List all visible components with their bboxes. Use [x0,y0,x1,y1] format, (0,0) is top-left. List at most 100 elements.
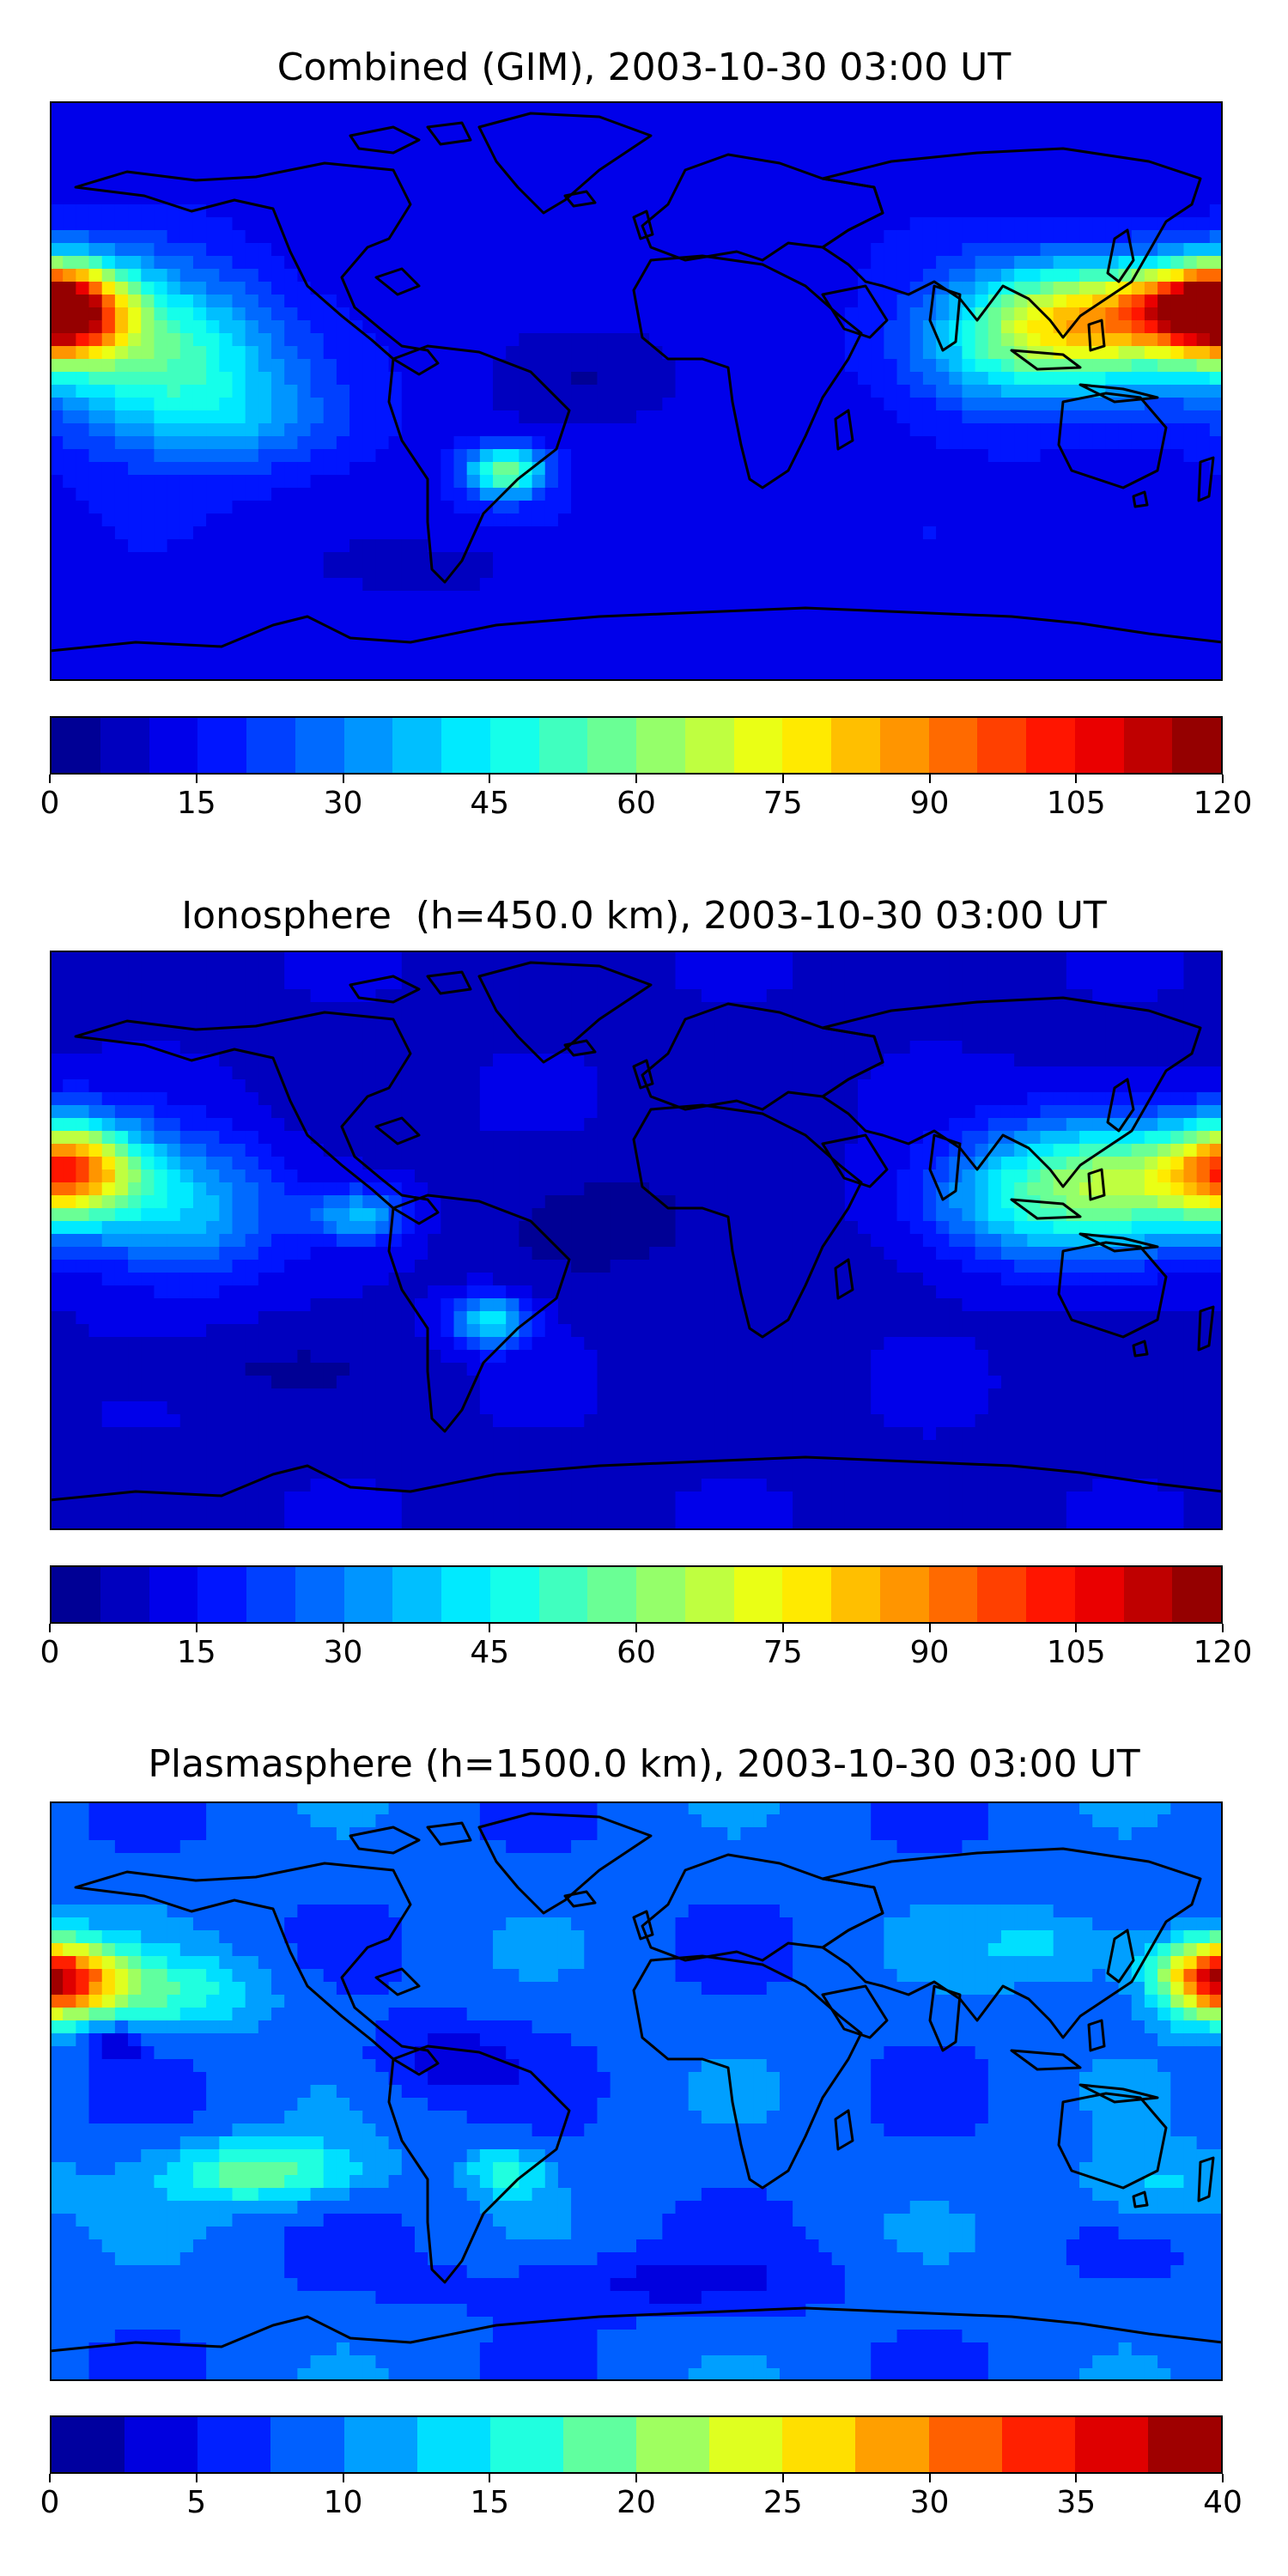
contour-cell [271,179,285,192]
contour-cell [245,423,259,437]
contour-cell [779,230,793,244]
contour-cell [1157,269,1172,283]
contour-cell [206,526,221,540]
contour-cell [571,668,586,681]
contour-cell [401,488,416,501]
contour-cell [154,398,168,411]
contour-cell [858,539,872,553]
contour-cell [1157,552,1172,566]
contour-cell [896,101,911,115]
contour-cell [128,243,143,257]
contour-cell [936,295,951,308]
contour-cell [544,179,559,192]
contour-cell [388,642,403,656]
contour-cell [1183,398,1198,411]
contour-cell [76,539,90,553]
contour-cell [662,295,677,308]
contour-cell [1079,668,1094,681]
contour-cell [649,127,664,141]
contour-cell [949,1041,963,1054]
contour-cell [440,372,455,386]
contour-cell [453,410,468,424]
contour-cell [1144,140,1158,154]
contour-cell [284,385,299,398]
contour-cell [805,1028,820,1042]
contour-cell [258,320,272,334]
contour-cell [1196,166,1211,179]
colorbar-tick [928,775,931,783]
contour-cell [128,449,143,463]
contour-cell [1144,282,1158,295]
contour-cell [388,655,403,669]
contour-cell [909,423,924,437]
contour-cell [179,295,194,308]
contour-cell [714,976,729,990]
contour-cell [793,307,807,321]
contour-cell [114,191,129,205]
contour-cell [336,114,350,128]
contour-cell [714,488,729,501]
contour-cell [88,642,103,656]
contour-cell [896,230,911,244]
contour-cell [101,578,116,592]
contour-cell [688,591,702,605]
contour-cell [206,1028,221,1042]
contour-cell [584,410,598,424]
contour-cell [414,320,428,334]
contour-cell [544,1015,559,1029]
contour-cell [88,591,103,605]
contour-cell [310,449,325,463]
contour-cell [519,346,533,360]
contour-cell [753,617,768,630]
contour-cell [114,513,129,527]
contour-cell [1092,140,1107,154]
contour-cell [349,230,364,244]
contour-cell [440,166,455,179]
contour-cell [727,320,742,334]
contour-cell [779,307,793,321]
contour-cell [154,655,168,669]
contour-cell [88,114,103,128]
contour-cell [688,462,702,476]
contour-cell [245,989,259,1003]
contour-cell [987,333,1002,347]
contour-cell [88,668,103,681]
contour-cell [63,101,77,115]
contour-cell [766,578,781,592]
contour-cell [323,140,337,154]
contour-cell [936,604,951,617]
contour-cell [714,642,729,656]
contour-cell [141,1054,155,1067]
contour-cell [414,1002,428,1016]
contour-cell [987,629,1002,643]
contour-cell [219,127,234,141]
contour-cell [701,591,715,605]
contour-cell [714,436,729,450]
contour-cell [1209,282,1223,295]
contour-cell [76,166,90,179]
contour-cell [219,1028,234,1042]
contour-cell [623,243,637,257]
contour-cell [740,1015,755,1029]
contour-cell [779,295,793,308]
contour-cell [88,269,103,283]
contour-cell [271,604,285,617]
contour-cell [571,346,586,360]
contour-cell [727,398,742,411]
contour-cell [858,617,872,630]
contour-cell [63,449,77,463]
contour-cell [557,140,572,154]
contour-cell [636,642,650,656]
contour-cell [493,629,507,643]
contour-cell [362,372,377,386]
contour-cell [779,501,793,514]
contour-cell [1066,282,1080,295]
contour-cell [844,140,859,154]
contour-cell [701,951,715,964]
contour-cell [688,513,702,527]
contour-cell [1183,462,1198,476]
contour-cell [50,1028,64,1042]
contour-cell [571,462,586,476]
contour-cell [1157,179,1172,192]
contour-cell [1196,127,1211,141]
